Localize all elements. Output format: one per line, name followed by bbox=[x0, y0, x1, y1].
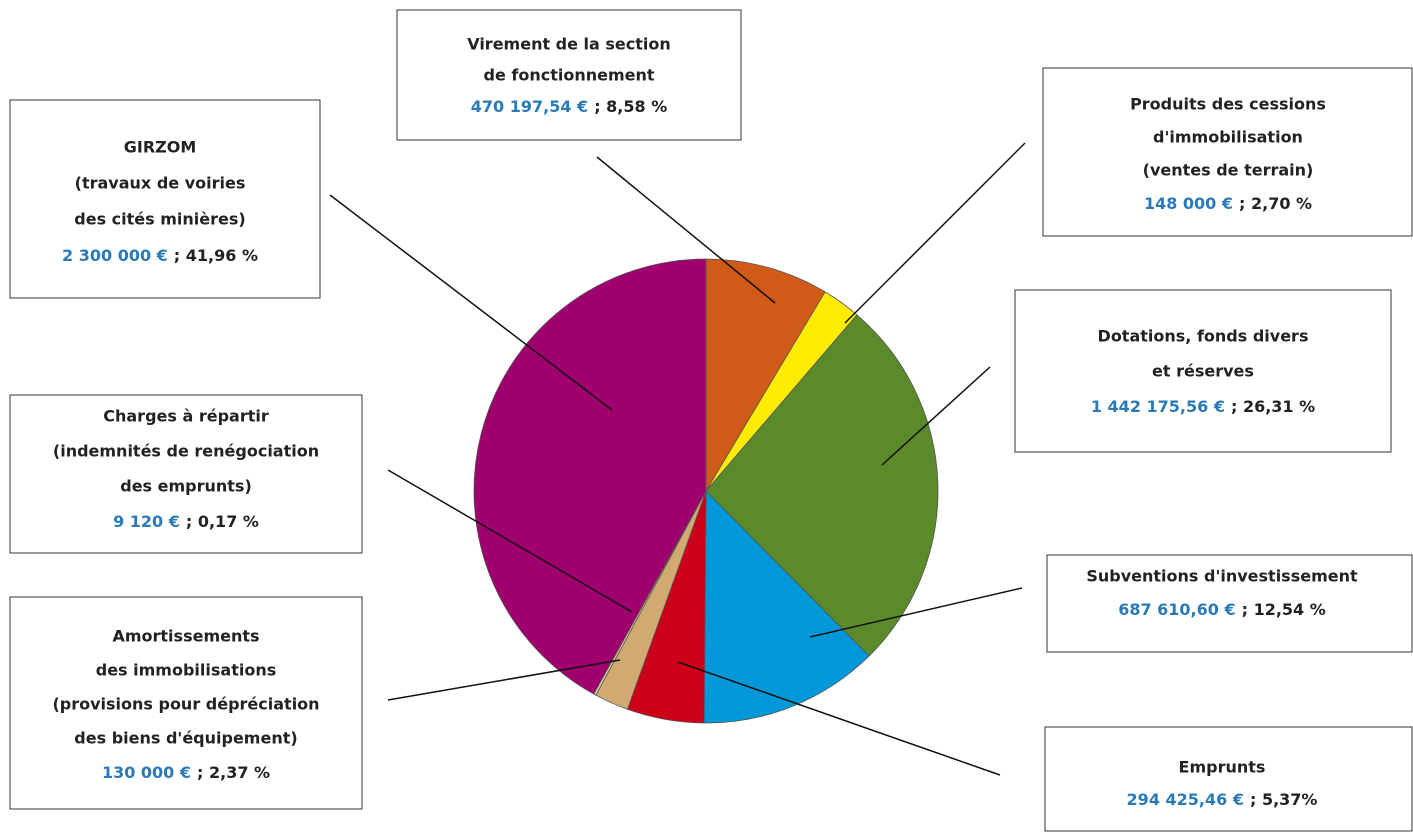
slice-value: 2 300 000 € ; 41,96 % bbox=[62, 246, 258, 265]
slice-value: 470 197,54 € ; 8,58 % bbox=[471, 97, 667, 116]
slice-label: Subventions d'investissement bbox=[1086, 567, 1358, 586]
value-label: ; 5,37% bbox=[1250, 790, 1317, 809]
leader-line bbox=[329, 194, 613, 411]
slice-label: Charges à répartir bbox=[103, 407, 269, 426]
amount-label: 1 442 175,56 € bbox=[1091, 397, 1225, 416]
slice-label: des biens d'équipement) bbox=[74, 729, 297, 748]
callout-box bbox=[1044, 726, 1413, 832]
slice-label: Virement de la section bbox=[467, 35, 671, 54]
value-label: ; 26,31 % bbox=[1231, 397, 1315, 416]
callout-box bbox=[9, 394, 363, 554]
callout-box bbox=[396, 9, 742, 141]
callout-box bbox=[1014, 289, 1392, 453]
callout-box bbox=[1042, 67, 1413, 237]
slice-label: (indemnités de renégociation bbox=[53, 442, 319, 461]
slice-label: Dotations, fonds divers bbox=[1098, 327, 1309, 346]
amount-label: 687 610,60 € bbox=[1118, 600, 1235, 619]
slice-value: 130 000 € ; 2,37 % bbox=[102, 763, 270, 782]
slice-label: de fonctionnement bbox=[483, 66, 654, 85]
slice-label: (travaux de voiries bbox=[75, 174, 246, 193]
pie-slice bbox=[473, 258, 707, 695]
value-label: ; 41,96 % bbox=[174, 246, 258, 265]
slice-value: 1 442 175,56 € ; 26,31 % bbox=[1091, 397, 1315, 416]
callout-box bbox=[1046, 554, 1413, 653]
slice-label: des emprunts) bbox=[120, 477, 252, 496]
leader-line bbox=[809, 587, 1023, 638]
slice-label: Emprunts bbox=[1179, 758, 1266, 777]
slice-label: GIRZOM bbox=[124, 138, 197, 157]
slice-value: 9 120 € ; 0,17 % bbox=[113, 512, 259, 531]
slice-label: (ventes de terrain) bbox=[1143, 161, 1314, 180]
amount-label: 9 120 € bbox=[113, 512, 180, 531]
value-label: ; 12,54 % bbox=[1242, 600, 1326, 619]
leader-line bbox=[387, 659, 621, 701]
amount-label: 148 000 € bbox=[1144, 194, 1233, 213]
amount-label: 130 000 € bbox=[102, 763, 191, 782]
callout-box bbox=[9, 99, 321, 299]
leader-line bbox=[677, 661, 1001, 776]
slice-label: des cités minières) bbox=[74, 210, 245, 229]
slice-label: d'immobilisation bbox=[1153, 128, 1303, 147]
pie-slice bbox=[703, 490, 870, 724]
amount-label: 470 197,54 € bbox=[471, 97, 588, 116]
pie-slice bbox=[705, 314, 939, 657]
slice-value: 294 425,46 € ; 5,37% bbox=[1127, 790, 1318, 809]
amount-label: 2 300 000 € bbox=[62, 246, 168, 265]
value-label: ; 2,70 % bbox=[1239, 194, 1312, 213]
amount-label: 294 425,46 € bbox=[1127, 790, 1244, 809]
leader-line bbox=[387, 469, 633, 613]
slice-label: et réserves bbox=[1152, 362, 1254, 381]
leader-line bbox=[881, 366, 991, 466]
slice-label: Amortissements bbox=[112, 627, 259, 646]
value-label: ; 8,58 % bbox=[594, 97, 667, 116]
leader-line bbox=[844, 142, 1026, 324]
slice-value: 148 000 € ; 2,70 % bbox=[1144, 194, 1312, 213]
pie-slice bbox=[705, 258, 826, 493]
slice-label: (provisions pour dépréciation bbox=[52, 695, 319, 714]
slice-value: 687 610,60 € ; 12,54 % bbox=[1118, 600, 1326, 619]
slice-label: Produits des cessions bbox=[1130, 95, 1326, 114]
leader-line bbox=[596, 156, 776, 304]
callout-box bbox=[9, 596, 363, 810]
value-label: ; 0,17 % bbox=[186, 512, 259, 531]
slice-label: des immobilisations bbox=[96, 661, 276, 680]
value-label: ; 2,37 % bbox=[197, 763, 270, 782]
